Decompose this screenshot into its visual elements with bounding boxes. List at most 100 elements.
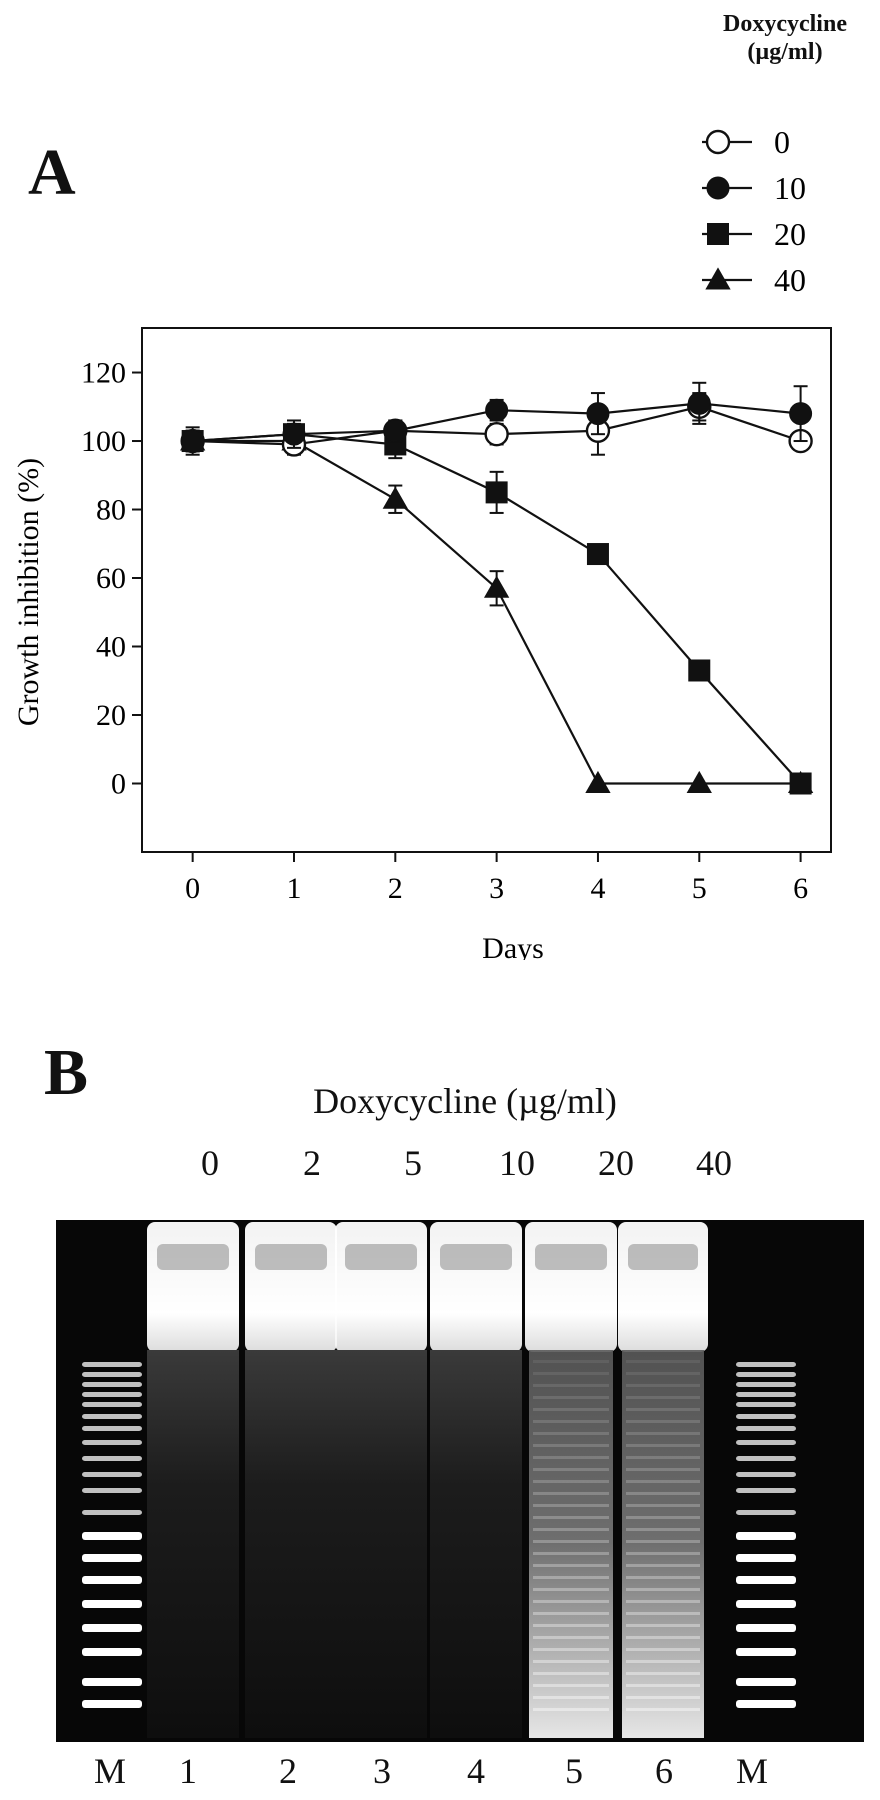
panel-b-letter: B xyxy=(44,1036,89,1109)
gel-lane-6 xyxy=(618,1222,708,1738)
ladder-band xyxy=(82,1600,142,1608)
ladder-band xyxy=(82,1414,142,1419)
data-point xyxy=(686,770,712,793)
well-glow xyxy=(245,1222,337,1352)
well-band xyxy=(535,1244,607,1270)
ladder-streak xyxy=(533,1480,609,1483)
ladder-streak xyxy=(626,1432,700,1435)
x-tick-label: 2 xyxy=(388,872,403,905)
data-point xyxy=(687,391,711,415)
data-point xyxy=(789,402,813,426)
ladder-band xyxy=(82,1554,142,1562)
ladder-streak xyxy=(533,1696,609,1699)
ladder-band xyxy=(82,1648,142,1656)
y-axis-ticks: 0 20 40 60 80 100 120 xyxy=(81,357,142,801)
ladder-streak xyxy=(626,1360,700,1363)
growth-inhibition-chart: 0 10 20 40 0 20 40 60 80 100 120 0 1 2 3 4 5 6 Days Gro… xyxy=(12,124,832,960)
ladder-streak xyxy=(533,1564,609,1567)
y-tick-label: 20 xyxy=(96,699,126,732)
lane-labels: M 1 2 3 4 5 6 M xyxy=(0,1750,880,1794)
plot-frame xyxy=(141,327,832,853)
ladder-streak xyxy=(626,1408,700,1411)
well-glow xyxy=(147,1222,239,1352)
data-point xyxy=(485,398,509,422)
ladder-band xyxy=(82,1510,142,1515)
ladder-band xyxy=(82,1472,142,1477)
gel-lane-2 xyxy=(245,1222,337,1738)
legend-entry: 10 xyxy=(702,170,806,206)
ladder-band xyxy=(736,1488,796,1493)
ladder-band xyxy=(82,1402,142,1407)
x-tick-label: 1 xyxy=(286,872,301,905)
gel-title: Doxycycline (µg/ml) xyxy=(313,1081,617,1121)
legend-entry: 0 xyxy=(702,124,790,160)
data-point xyxy=(585,770,611,793)
ladder-band xyxy=(736,1678,796,1686)
lane-label: 2 xyxy=(279,1751,297,1791)
ladder-streak xyxy=(626,1420,700,1423)
ladder-streak xyxy=(533,1504,609,1507)
series-group xyxy=(180,381,814,795)
ladder-band xyxy=(736,1648,796,1656)
ladder-streak xyxy=(626,1372,700,1375)
ladder-band xyxy=(736,1426,796,1431)
lane-label: 1 xyxy=(179,1751,197,1791)
legend-entry: 20 xyxy=(702,216,806,252)
ladder-streak xyxy=(533,1444,609,1447)
ladder-streak xyxy=(533,1384,609,1387)
x-tick-label: 3 xyxy=(489,872,504,905)
ladder-band xyxy=(82,1532,142,1540)
ladder-streak xyxy=(626,1672,700,1675)
ladder-streak xyxy=(626,1600,700,1603)
ladder-streak xyxy=(626,1612,700,1615)
ladder-streak xyxy=(533,1672,609,1675)
ladder-streak xyxy=(626,1480,700,1483)
ladder-band xyxy=(82,1624,142,1632)
y-tick-label: 40 xyxy=(96,631,126,664)
ladder-band xyxy=(736,1362,796,1367)
ladder-band xyxy=(736,1414,796,1419)
concentration-labels: 0 2 5 10 20 40 xyxy=(0,1142,880,1183)
dna-smear xyxy=(245,1350,337,1738)
data-point xyxy=(586,543,609,566)
ladder-streak xyxy=(626,1504,700,1507)
marker-lane-right xyxy=(736,1362,796,1708)
ladder-band xyxy=(82,1372,142,1377)
y-tick-label: 80 xyxy=(96,494,126,527)
lane-label: M xyxy=(735,1751,769,1791)
data-point xyxy=(282,422,306,446)
ladder-band xyxy=(736,1624,796,1632)
data-point xyxy=(705,129,731,155)
well-band xyxy=(440,1244,512,1270)
legend-entry: 40 xyxy=(702,262,806,298)
dna-smear xyxy=(147,1350,239,1738)
y-tick-label: 60 xyxy=(96,562,126,595)
legend-title-line2: (µg/ml) xyxy=(747,39,823,65)
series-20 xyxy=(181,422,812,795)
ladder-streak xyxy=(626,1684,700,1687)
well-glow xyxy=(335,1222,427,1352)
data-point xyxy=(484,421,509,447)
ladder-streak xyxy=(626,1528,700,1531)
dna-smear xyxy=(430,1350,522,1738)
ladder-streak xyxy=(533,1636,609,1639)
ladder-band xyxy=(736,1392,796,1397)
ladder-band xyxy=(736,1510,796,1515)
ladder-streak xyxy=(626,1384,700,1387)
x-tick-label: 0 xyxy=(185,872,200,905)
legend-label: 20 xyxy=(774,216,806,252)
ladder-band xyxy=(82,1700,142,1708)
lane-label: M xyxy=(93,1751,127,1791)
ladder-band xyxy=(82,1392,142,1397)
ladder-band xyxy=(82,1576,142,1584)
ladder-band xyxy=(736,1382,796,1387)
well-glow xyxy=(618,1222,708,1352)
ladder-streak xyxy=(626,1516,700,1519)
ladder-band xyxy=(736,1372,796,1377)
lane-label: 5 xyxy=(565,1751,583,1791)
ladder-band xyxy=(736,1700,796,1708)
ladder-band xyxy=(736,1554,796,1562)
ladder-band xyxy=(82,1678,142,1686)
ladder-streak xyxy=(533,1360,609,1363)
ladder-band xyxy=(736,1456,796,1461)
